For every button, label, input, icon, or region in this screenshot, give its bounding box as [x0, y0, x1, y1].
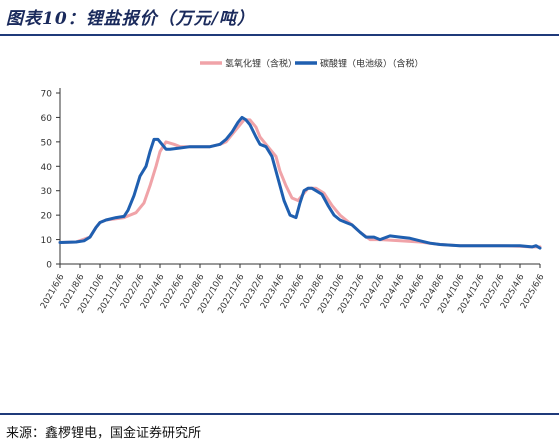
y-tick-label: 40: [41, 163, 53, 173]
series-line-1: [58, 115, 542, 250]
chart-legend: 氢氧化锂（含税） 碳酸锂（电池级）（含税）: [200, 58, 424, 70]
y-tick-label: 0: [46, 261, 52, 271]
bottom-rule: [0, 413, 559, 415]
legend-label-1: 碳酸锂（电池级）（含税）: [320, 58, 424, 70]
chart-series: [58, 115, 542, 250]
figure-title: 图表10：锂盐报价（万元/吨）: [6, 9, 255, 29]
legend-label-0: 氢氧化锂（含税）: [225, 58, 297, 70]
y-tick-label: 20: [41, 212, 53, 222]
y-tick-label: 30: [41, 187, 53, 197]
y-tick-label: 60: [41, 114, 53, 124]
top-rule: [0, 34, 559, 36]
y-tick-label: 10: [41, 236, 53, 246]
chart-axes: 0102030405060702021/6/62021/8/62021/10/6…: [39, 88, 547, 315]
series-line-0: [58, 118, 542, 249]
lithium-price-chart: 氢氧化锂（含税） 碳酸锂（电池级）（含税） 0102030405060702021…: [39, 58, 547, 316]
y-tick-label: 50: [41, 138, 53, 148]
y-tick-label: 70: [41, 90, 53, 100]
source-note: 来源：鑫椤锂电，国金证券研究所: [6, 426, 202, 441]
